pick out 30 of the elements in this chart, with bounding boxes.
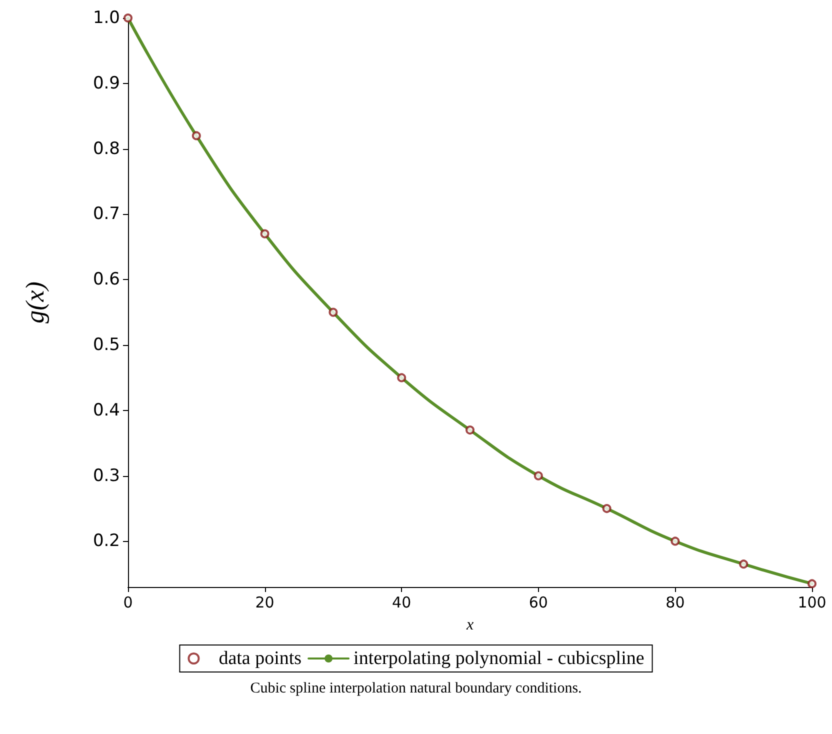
text: Cubic spline interpolation natural boundary conditions.	[250, 680, 582, 696]
x-tick-label: 0	[123, 594, 133, 612]
point	[602, 504, 612, 514]
y-tick-label: 0.4	[92, 400, 120, 420]
y-tick-label: 0.5	[92, 335, 120, 356]
y-tick-label: 0.7	[92, 204, 120, 224]
x-axis-title: x	[465, 616, 474, 634]
y-tick-label: 0.3	[92, 466, 120, 486]
point	[397, 373, 406, 382]
y-tick-label: 0.8	[92, 138, 120, 159]
legend-label: data points	[218, 648, 302, 669]
y-tick-label: 0.6	[92, 270, 120, 290]
x-tick-label: 60	[528, 594, 548, 612]
point	[808, 579, 816, 588]
y-tick-label: 0.2	[92, 531, 120, 552]
y-tick-label: 1.0	[92, 8, 120, 28]
y-tick-label: 0.9	[92, 73, 120, 94]
y-axis-title: g(x)	[20, 282, 50, 324]
point	[534, 471, 543, 480]
x-tick-label: 20	[255, 594, 274, 612]
x-tick-label: 80	[666, 594, 685, 612]
point	[670, 536, 680, 546]
point	[466, 426, 474, 435]
x-tick-label: 100	[798, 594, 826, 612]
legend-label: interpolating polynomial - cubicspline	[354, 648, 644, 669]
point	[192, 131, 201, 140]
point	[739, 560, 748, 569]
point	[260, 229, 270, 238]
point	[328, 308, 338, 317]
x-tick-label: 40	[392, 594, 412, 612]
